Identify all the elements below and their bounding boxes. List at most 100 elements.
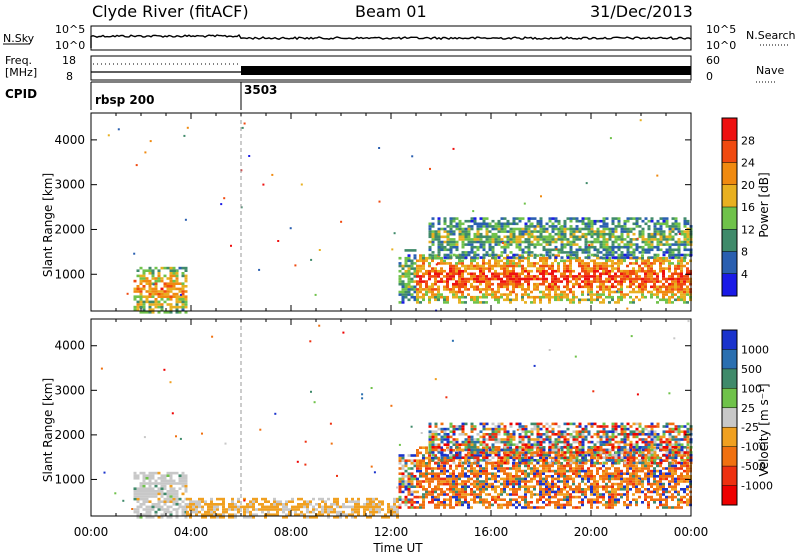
echo-cell	[641, 232, 645, 236]
echo-cell	[366, 508, 369, 511]
echo-cell	[413, 256, 417, 260]
echo-cell	[629, 467, 632, 470]
echo-cell	[163, 497, 167, 501]
echo-cell	[632, 262, 635, 265]
echo-cell	[425, 256, 428, 260]
echo-cell	[572, 277, 575, 281]
echo-cell	[401, 475, 405, 478]
scatter-echo	[472, 210, 475, 213]
echo-cell	[626, 235, 630, 239]
echo-cell	[434, 275, 437, 278]
nsky-trace-line	[90, 33, 692, 48]
echo-cell	[656, 259, 659, 263]
echo-cell	[333, 508, 336, 511]
echo-cell	[512, 280, 515, 283]
echo-cell	[527, 262, 530, 265]
echo-cell	[461, 425, 465, 428]
echo-cell	[139, 300, 143, 304]
echo-cell	[461, 230, 465, 233]
echo-cell	[647, 243, 651, 246]
echo-cell	[668, 467, 671, 470]
echo-cell	[644, 295, 647, 299]
echo-cell	[452, 245, 456, 249]
echo-cell	[641, 267, 644, 270]
echo-cell	[246, 516, 249, 519]
echo-cell	[464, 501, 467, 504]
echo-cell	[647, 490, 650, 494]
echo-cell	[491, 488, 494, 491]
echo-cell	[644, 217, 648, 220]
echo-cell	[497, 438, 501, 441]
echo-cell	[443, 259, 446, 263]
echo-cell	[641, 256, 644, 260]
echo-cell	[503, 485, 506, 488]
echo-cell	[665, 259, 668, 263]
echo-cell	[482, 449, 485, 452]
echo-cell	[473, 275, 476, 278]
echo-cell	[518, 488, 521, 491]
echo-cell	[647, 269, 650, 273]
echo-cell	[527, 248, 531, 252]
echo-cell	[443, 227, 447, 231]
echo-cell	[282, 503, 285, 506]
echo-cell	[195, 500, 198, 503]
echo-cell	[671, 256, 675, 259]
echo-cell	[491, 290, 494, 294]
echo-cell	[166, 295, 170, 298]
echo-cell	[581, 503, 584, 507]
echo-cell	[506, 506, 509, 509]
echo-cell	[306, 503, 309, 506]
echo-cell	[587, 262, 590, 265]
echo-cell	[506, 259, 509, 263]
echo-cell	[629, 459, 632, 462]
echo-cell	[172, 471, 176, 475]
echo-cell	[521, 288, 524, 291]
echo-cell	[142, 471, 146, 475]
echo-cell	[662, 293, 665, 296]
echo-cell	[494, 298, 497, 302]
echo-cell	[178, 305, 182, 309]
echo-cell	[288, 508, 291, 511]
echo-cell	[398, 277, 402, 281]
echo-cell	[521, 227, 525, 231]
echo-cell	[524, 435, 528, 439]
echo-cell	[175, 513, 179, 516]
echo-cell	[659, 225, 663, 228]
echo-cell	[428, 485, 431, 488]
echo-cell	[581, 275, 584, 278]
echo-cell	[428, 288, 431, 291]
echo-cell	[512, 453, 516, 457]
echo-cell	[584, 272, 587, 276]
echo-cell	[178, 482, 182, 485]
echo-cell	[449, 217, 453, 220]
echo-cell	[599, 477, 602, 481]
echo-cell	[509, 222, 513, 226]
echo-cell	[566, 498, 569, 501]
echo-cell	[509, 272, 512, 276]
echo-cell	[160, 305, 164, 309]
echo-cell	[578, 482, 581, 486]
echo-cell	[449, 272, 452, 276]
echo-cell	[410, 493, 414, 496]
echo-cell	[404, 249, 408, 252]
echo-cell	[650, 485, 653, 488]
echo-cell	[617, 482, 620, 486]
echo-cell	[449, 498, 452, 501]
echo-cell	[608, 264, 611, 268]
echo-cell	[497, 495, 500, 499]
echo-cell	[566, 462, 569, 465]
echo-cell	[443, 480, 446, 483]
echo-cell	[560, 498, 563, 501]
echo-cell	[506, 230, 510, 233]
echo-cell	[629, 464, 632, 468]
echo-cell	[629, 475, 632, 478]
echo-cell	[593, 253, 597, 257]
echo-cell	[318, 505, 321, 509]
echo-cell	[566, 495, 569, 499]
echo-cell	[686, 280, 689, 283]
echo-cell	[467, 232, 471, 236]
echo-cell	[139, 492, 143, 496]
echo-cell	[548, 235, 552, 239]
echo-cell	[437, 227, 441, 231]
echo-cell	[312, 516, 315, 519]
